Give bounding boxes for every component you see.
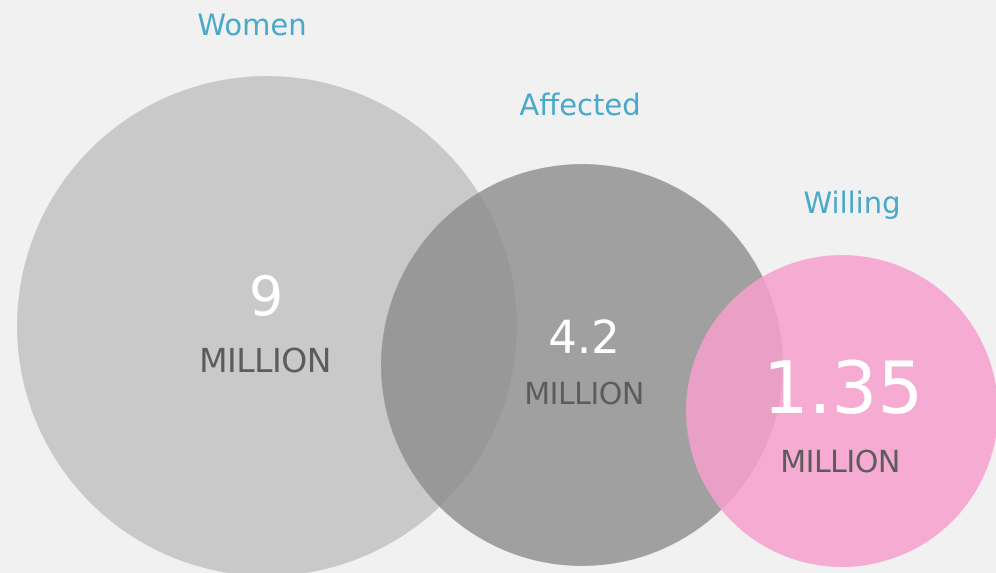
unit-willing: MILLION	[780, 445, 900, 480]
value-willing: 1.35	[762, 346, 924, 430]
circle-affected	[381, 164, 783, 566]
unit-affected: MILLION	[524, 377, 644, 412]
label-women: Women	[197, 8, 307, 42]
label-willing: Willing	[803, 186, 901, 220]
value-affected: 4.2	[548, 311, 620, 364]
circle-women	[17, 76, 517, 573]
value-women: 9	[248, 265, 284, 328]
unit-women: MILLION	[199, 341, 331, 380]
label-affected: Affected	[519, 88, 641, 122]
circle-willing	[686, 255, 996, 567]
